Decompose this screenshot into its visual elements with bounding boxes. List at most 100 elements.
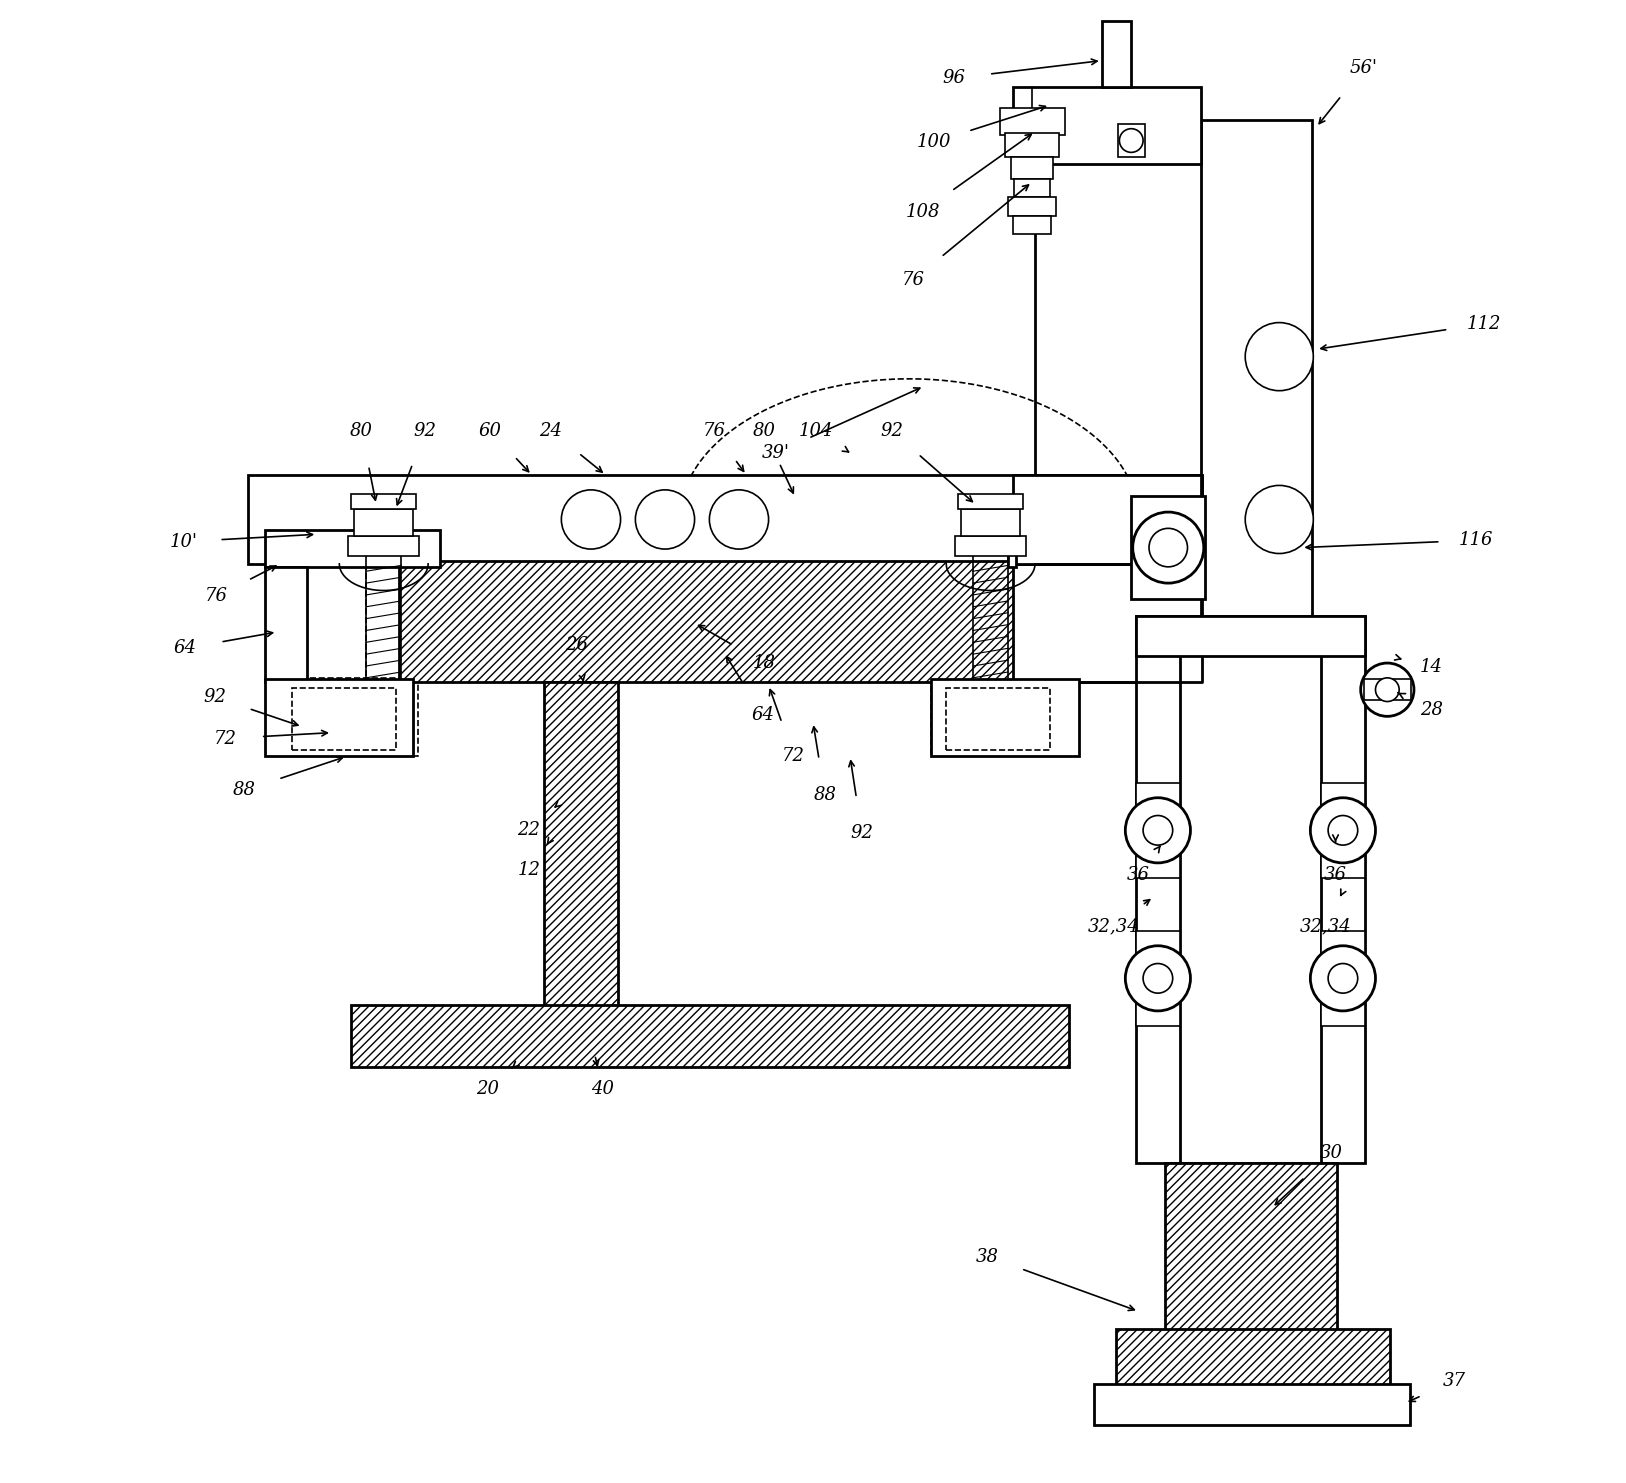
- Text: 10': 10': [169, 532, 198, 550]
- Circle shape: [561, 489, 621, 549]
- Text: 88: 88: [233, 782, 255, 799]
- Text: 112: 112: [1467, 314, 1501, 334]
- Circle shape: [1143, 816, 1172, 845]
- Text: 39': 39': [763, 443, 790, 461]
- Bar: [265, 567, 307, 682]
- Text: 76: 76: [205, 587, 228, 605]
- Text: 40: 40: [592, 1080, 615, 1099]
- Circle shape: [1246, 485, 1314, 553]
- Circle shape: [1143, 964, 1172, 994]
- Text: 64: 64: [174, 639, 197, 657]
- Circle shape: [1311, 946, 1376, 1011]
- Text: 14: 14: [1419, 658, 1444, 676]
- Text: 108: 108: [906, 203, 940, 221]
- Text: 88: 88: [813, 786, 836, 804]
- Circle shape: [1119, 129, 1143, 153]
- Text: 100: 100: [917, 133, 951, 151]
- Bar: [1132, 495, 1205, 599]
- Bar: [1000, 108, 1065, 135]
- Text: 56': 56': [1350, 59, 1377, 77]
- Bar: [932, 679, 1080, 756]
- Bar: [280, 678, 418, 756]
- Bar: [348, 535, 420, 556]
- Bar: [265, 529, 441, 567]
- Circle shape: [1311, 798, 1376, 863]
- Text: 96: 96: [941, 70, 966, 87]
- Bar: [1166, 1163, 1337, 1333]
- Bar: [247, 475, 1202, 564]
- Bar: [1117, 1329, 1390, 1385]
- Text: 30: 30: [1320, 1143, 1343, 1163]
- Text: 116: 116: [1459, 531, 1493, 549]
- Circle shape: [636, 489, 694, 549]
- Circle shape: [1125, 946, 1190, 1011]
- Bar: [1135, 501, 1202, 593]
- Text: 32,34: 32,34: [1299, 918, 1351, 936]
- Text: 12: 12: [517, 862, 540, 879]
- Bar: [293, 688, 395, 750]
- Bar: [1320, 931, 1366, 1026]
- Text: 72: 72: [782, 747, 805, 765]
- Circle shape: [1328, 964, 1358, 994]
- Text: 92: 92: [880, 421, 902, 439]
- Text: 37: 37: [1442, 1372, 1465, 1390]
- Bar: [1005, 133, 1059, 157]
- Text: 76: 76: [702, 421, 725, 439]
- Text: 38: 38: [976, 1247, 998, 1265]
- Bar: [351, 494, 416, 509]
- Bar: [354, 509, 413, 535]
- Text: 36: 36: [1127, 866, 1150, 884]
- Text: 104: 104: [798, 421, 833, 439]
- Text: 18: 18: [753, 654, 776, 672]
- Text: 20: 20: [476, 1080, 499, 1099]
- Bar: [1135, 615, 1366, 1163]
- Bar: [351, 1005, 1068, 1068]
- Text: 64: 64: [751, 706, 774, 724]
- Circle shape: [1246, 323, 1314, 390]
- Bar: [265, 679, 413, 756]
- Bar: [1013, 87, 1202, 165]
- Bar: [1320, 783, 1366, 878]
- Circle shape: [1133, 512, 1203, 583]
- Bar: [1013, 475, 1202, 564]
- Text: 92: 92: [203, 688, 226, 706]
- Bar: [1135, 615, 1366, 655]
- Circle shape: [1361, 663, 1415, 716]
- Bar: [1364, 679, 1411, 700]
- Bar: [543, 682, 618, 1008]
- Bar: [1015, 179, 1050, 197]
- Bar: [1011, 157, 1052, 179]
- Text: 92: 92: [850, 825, 873, 842]
- Bar: [1008, 197, 1055, 217]
- Text: 80: 80: [753, 421, 776, 439]
- Bar: [398, 561, 1036, 682]
- Circle shape: [1328, 816, 1358, 845]
- Bar: [946, 688, 1050, 750]
- Bar: [1013, 564, 1202, 682]
- Circle shape: [1125, 798, 1190, 863]
- Bar: [961, 509, 1020, 535]
- Bar: [1119, 125, 1145, 157]
- Bar: [1094, 1384, 1410, 1425]
- Circle shape: [709, 489, 769, 549]
- Text: 80: 80: [350, 421, 372, 439]
- Bar: [1135, 931, 1180, 1026]
- Circle shape: [1150, 528, 1187, 567]
- Circle shape: [1376, 678, 1398, 701]
- Bar: [1202, 120, 1312, 1422]
- Text: 28: 28: [1419, 701, 1444, 719]
- Text: 72: 72: [215, 730, 237, 747]
- Text: 36: 36: [1324, 866, 1346, 884]
- Bar: [1135, 501, 1202, 593]
- Text: 92: 92: [413, 421, 437, 439]
- Bar: [932, 678, 1068, 756]
- Bar: [1013, 217, 1052, 234]
- Text: 32,34: 32,34: [1088, 918, 1140, 936]
- Bar: [954, 535, 1026, 556]
- Bar: [1102, 21, 1132, 87]
- Bar: [1135, 783, 1180, 878]
- Text: 24: 24: [540, 421, 563, 439]
- Text: 76: 76: [902, 271, 925, 289]
- Text: 26: 26: [564, 636, 587, 654]
- Text: 22: 22: [517, 822, 540, 839]
